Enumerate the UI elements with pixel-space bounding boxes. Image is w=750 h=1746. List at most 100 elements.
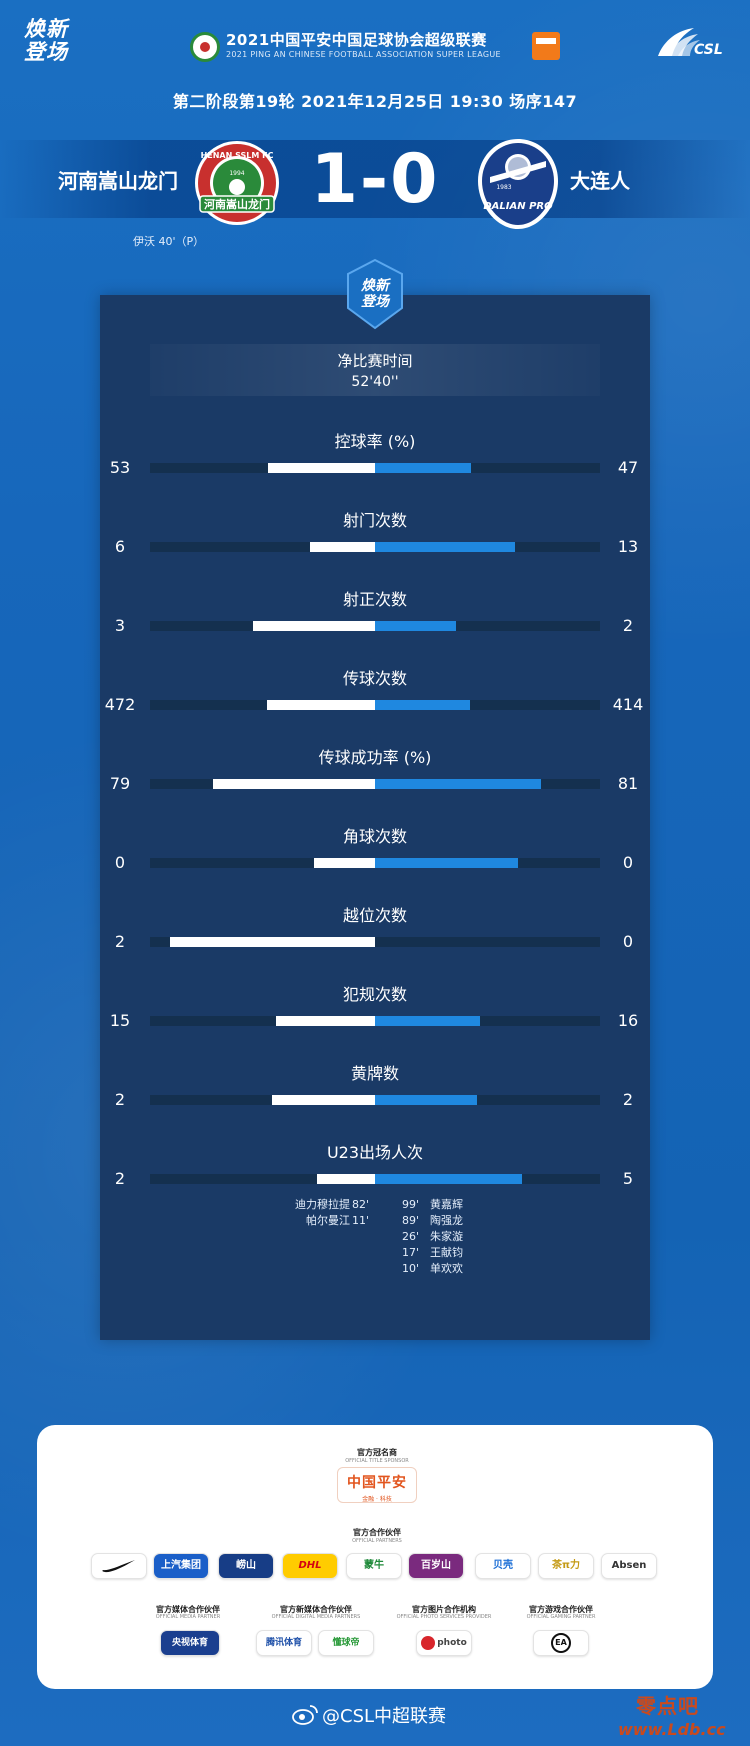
stat-away-value: 5 (622, 1169, 634, 1188)
stat-away-value: 2 (622, 1090, 634, 1109)
stat-label: 射正次数 (342, 590, 407, 609)
chapaili-logo: 茶π力 (538, 1553, 594, 1579)
ic-photo-dot-icon (421, 1635, 436, 1650)
stat-home-value: 15 (109, 1011, 131, 1030)
stat-home-value: 6 (114, 537, 126, 556)
stat-row: 传球成功率 (%) 79 81 (0, 744, 750, 804)
home-crest-top-text: HENAN SSLM FC (201, 151, 274, 160)
stat-track (150, 937, 600, 947)
partners-heading: 官方合作伙伴 (353, 1528, 401, 1537)
stat-home-bar (253, 621, 375, 631)
tencent-sports-logo: 腾讯体育 (256, 1630, 312, 1656)
stat-home-bar (310, 542, 375, 552)
u23-away-name: 朱家漩 (430, 1230, 463, 1243)
stat-away-bar (375, 779, 541, 789)
home-team-name: 河南嵩山龙门 (58, 169, 178, 193)
stat-label: 越位次数 (342, 906, 407, 925)
stat-home-value: 2 (114, 1169, 126, 1188)
stat-home-bar (276, 1016, 375, 1026)
stat-label: 犯规次数 (342, 985, 407, 1004)
title-sponsor-subheading: OFFICIAL TITLE SPONSOR (345, 1458, 409, 1464)
stat-away-value: 13 (617, 537, 639, 556)
net-time-label: 净比赛时间 (337, 352, 413, 370)
slogan-logo: 焕新 登场 (24, 17, 68, 64)
stat-home-value: 0 (114, 853, 126, 872)
u23-away-minute: 10' (402, 1262, 420, 1275)
u23-home-minutes: 82' 11' (352, 1197, 382, 1229)
team-banner (0, 140, 750, 218)
slogan-emblem-icon (347, 258, 403, 330)
laoshan-logo: 崂山 (218, 1553, 274, 1579)
round-info: 第二阶段第19轮 2021年12月25日 19:30 场序147 (172, 92, 578, 111)
u23-away-minutes: 99' 89' 26' 17' 10' (402, 1197, 430, 1277)
digital-media-heading: 官方新媒体合作伙伴 (280, 1605, 352, 1614)
stat-away-bar (375, 1174, 522, 1184)
gaming-partner-heading: 官方游戏合作伙伴 (529, 1605, 593, 1614)
nike-swoosh-icon (102, 1560, 135, 1573)
ping-an-logo: 中国平安 金融 · 科技 (337, 1467, 417, 1503)
stat-label: 射门次数 (342, 511, 407, 530)
media-partner-heading: 官方媒体合作伙伴 (156, 1605, 220, 1614)
photo-partner-subheading: OFFICIAL PHOTO SERVICES PROVIDER (396, 1614, 492, 1620)
stat-row: 射正次数 3 2 (0, 586, 750, 646)
stat-label: 传球成功率 (%) (318, 748, 432, 767)
u23-away-minute: 89' (402, 1214, 420, 1227)
away-team-crest-icon: 1983 DALIAN PRO (478, 139, 558, 229)
stat-away-value: 16 (617, 1011, 639, 1030)
stat-row: U23出场人次 2 5 (0, 1139, 750, 1199)
stat-home-value: 53 (109, 458, 131, 477)
saic-logo: 上汽集团 (153, 1553, 209, 1579)
dhl-logo: DHL (282, 1553, 338, 1579)
cctv-sports-logo: 央视体育 (160, 1630, 220, 1656)
u23-home-minute: 82' (352, 1198, 370, 1211)
stat-away-value: 414 (612, 695, 644, 714)
mengniu-logo: 蒙牛 (346, 1553, 402, 1579)
stat-row: 射门次数 6 13 (0, 507, 750, 567)
media-partner-subheading: OFFICIAL MEDIA PARTNER (155, 1614, 221, 1620)
home-crest-bottom-text: 河南嵩山龙门 (204, 197, 270, 211)
stat-away-value: 2 (622, 616, 634, 635)
stat-row: 传球次数 472 414 (0, 665, 750, 725)
stat-away-value: 0 (622, 932, 634, 951)
stat-away-bar (375, 700, 470, 710)
u23-home-names: 迪力穆拉提 帕尔曼江 (250, 1197, 350, 1229)
u23-away-name: 陶强龙 (430, 1214, 463, 1227)
u23-away-name: 单欢欢 (430, 1262, 463, 1275)
beike-logo: 贝壳 (475, 1553, 531, 1579)
stat-away-value: 81 (617, 774, 639, 793)
stat-away-bar (375, 858, 518, 868)
sponsor-badge-icon (532, 32, 560, 60)
u23-away-name: 黄嘉辉 (430, 1198, 463, 1211)
home-team-crest-icon: HENAN SSLM FC 1994 河南嵩山龙门 (195, 141, 279, 225)
stat-home-value: 3 (114, 616, 126, 635)
stat-away-value: 0 (622, 853, 634, 872)
stat-home-value: 472 (104, 695, 136, 714)
stat-row: 控球率 (%) 53 47 (0, 428, 750, 488)
stat-row: 犯规次数 15 16 (0, 981, 750, 1041)
stat-away-bar (375, 542, 515, 552)
u23-away-name: 王献钧 (430, 1246, 463, 1259)
watermark-url: www.Ldb.cc (618, 1720, 726, 1739)
dongqiudi-logo: 懂球帝 (318, 1630, 374, 1656)
stat-label: U23出场人次 (326, 1143, 424, 1162)
photo-partner-heading: 官方图片合作机构 (412, 1605, 476, 1614)
nike-logo (91, 1553, 147, 1579)
weibo-icon (292, 1705, 318, 1725)
net-time-value: 52'40'' (351, 374, 399, 390)
stat-away-bar (375, 1016, 480, 1026)
slogan-emblem-text: 焕新 登场 (361, 278, 389, 310)
league-title: 2021中国平安中国足球协会超级联赛 (226, 31, 487, 49)
stat-home-value: 79 (109, 774, 131, 793)
stat-away-bar (375, 463, 471, 473)
stat-away-value: 47 (617, 458, 639, 477)
title-sponsor-heading: 官方冠名商 (357, 1448, 397, 1457)
cfa-badge-icon (190, 32, 220, 62)
stat-home-bar (268, 463, 375, 473)
stat-home-bar (267, 700, 375, 710)
stat-row: 越位次数 2 0 (0, 902, 750, 962)
stat-home-bar (213, 779, 375, 789)
weibo-handle: @CSL中超联赛 (322, 1706, 447, 1727)
partners-subheading: OFFICIAL PARTNERS (352, 1538, 402, 1544)
u23-home-name: 帕尔曼江 (306, 1214, 350, 1227)
gaming-partner-subheading: OFFICIAL GAMING PARTNER (526, 1614, 596, 1620)
